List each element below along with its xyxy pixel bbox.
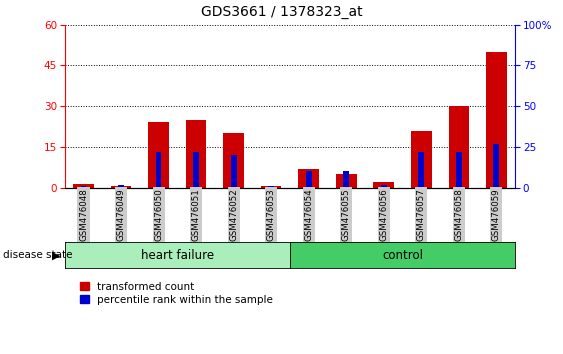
- Text: GSM476057: GSM476057: [417, 189, 426, 241]
- Bar: [411, 131, 432, 188]
- Text: disease state: disease state: [3, 250, 72, 260]
- Text: GDS3661 / 1378323_at: GDS3661 / 1378323_at: [200, 5, 363, 19]
- Legend: transformed count, percentile rank within the sample: transformed count, percentile rank withi…: [75, 278, 278, 309]
- Bar: [449, 106, 469, 188]
- Text: GSM476052: GSM476052: [229, 189, 238, 241]
- Bar: [148, 122, 169, 188]
- Bar: [111, 186, 131, 188]
- Bar: [494, 144, 499, 188]
- Bar: [118, 185, 124, 188]
- Bar: [306, 171, 311, 188]
- Bar: [373, 182, 394, 188]
- Text: GSM476059: GSM476059: [492, 189, 501, 241]
- Text: ▶: ▶: [52, 250, 61, 260]
- Text: GSM476055: GSM476055: [342, 189, 351, 241]
- Bar: [418, 152, 424, 188]
- Text: GSM476056: GSM476056: [379, 189, 388, 241]
- Bar: [156, 152, 162, 188]
- Text: GSM476050: GSM476050: [154, 189, 163, 241]
- Bar: [231, 155, 236, 188]
- Bar: [193, 152, 199, 188]
- Text: GSM476054: GSM476054: [304, 189, 313, 241]
- Bar: [336, 174, 356, 188]
- Text: GSM476053: GSM476053: [267, 189, 276, 241]
- Bar: [81, 186, 86, 188]
- Bar: [381, 185, 387, 188]
- Bar: [186, 120, 207, 188]
- Text: GSM476048: GSM476048: [79, 189, 88, 241]
- Bar: [486, 52, 507, 188]
- Bar: [73, 184, 94, 188]
- Bar: [224, 133, 244, 188]
- Bar: [261, 186, 282, 188]
- Text: GSM476058: GSM476058: [454, 189, 463, 241]
- Text: GSM476049: GSM476049: [117, 189, 126, 241]
- Bar: [343, 171, 349, 188]
- Bar: [456, 152, 462, 188]
- Bar: [269, 186, 274, 188]
- Bar: [298, 169, 319, 188]
- Text: control: control: [382, 249, 423, 262]
- Text: GSM476051: GSM476051: [191, 189, 200, 241]
- Text: heart failure: heart failure: [141, 249, 214, 262]
